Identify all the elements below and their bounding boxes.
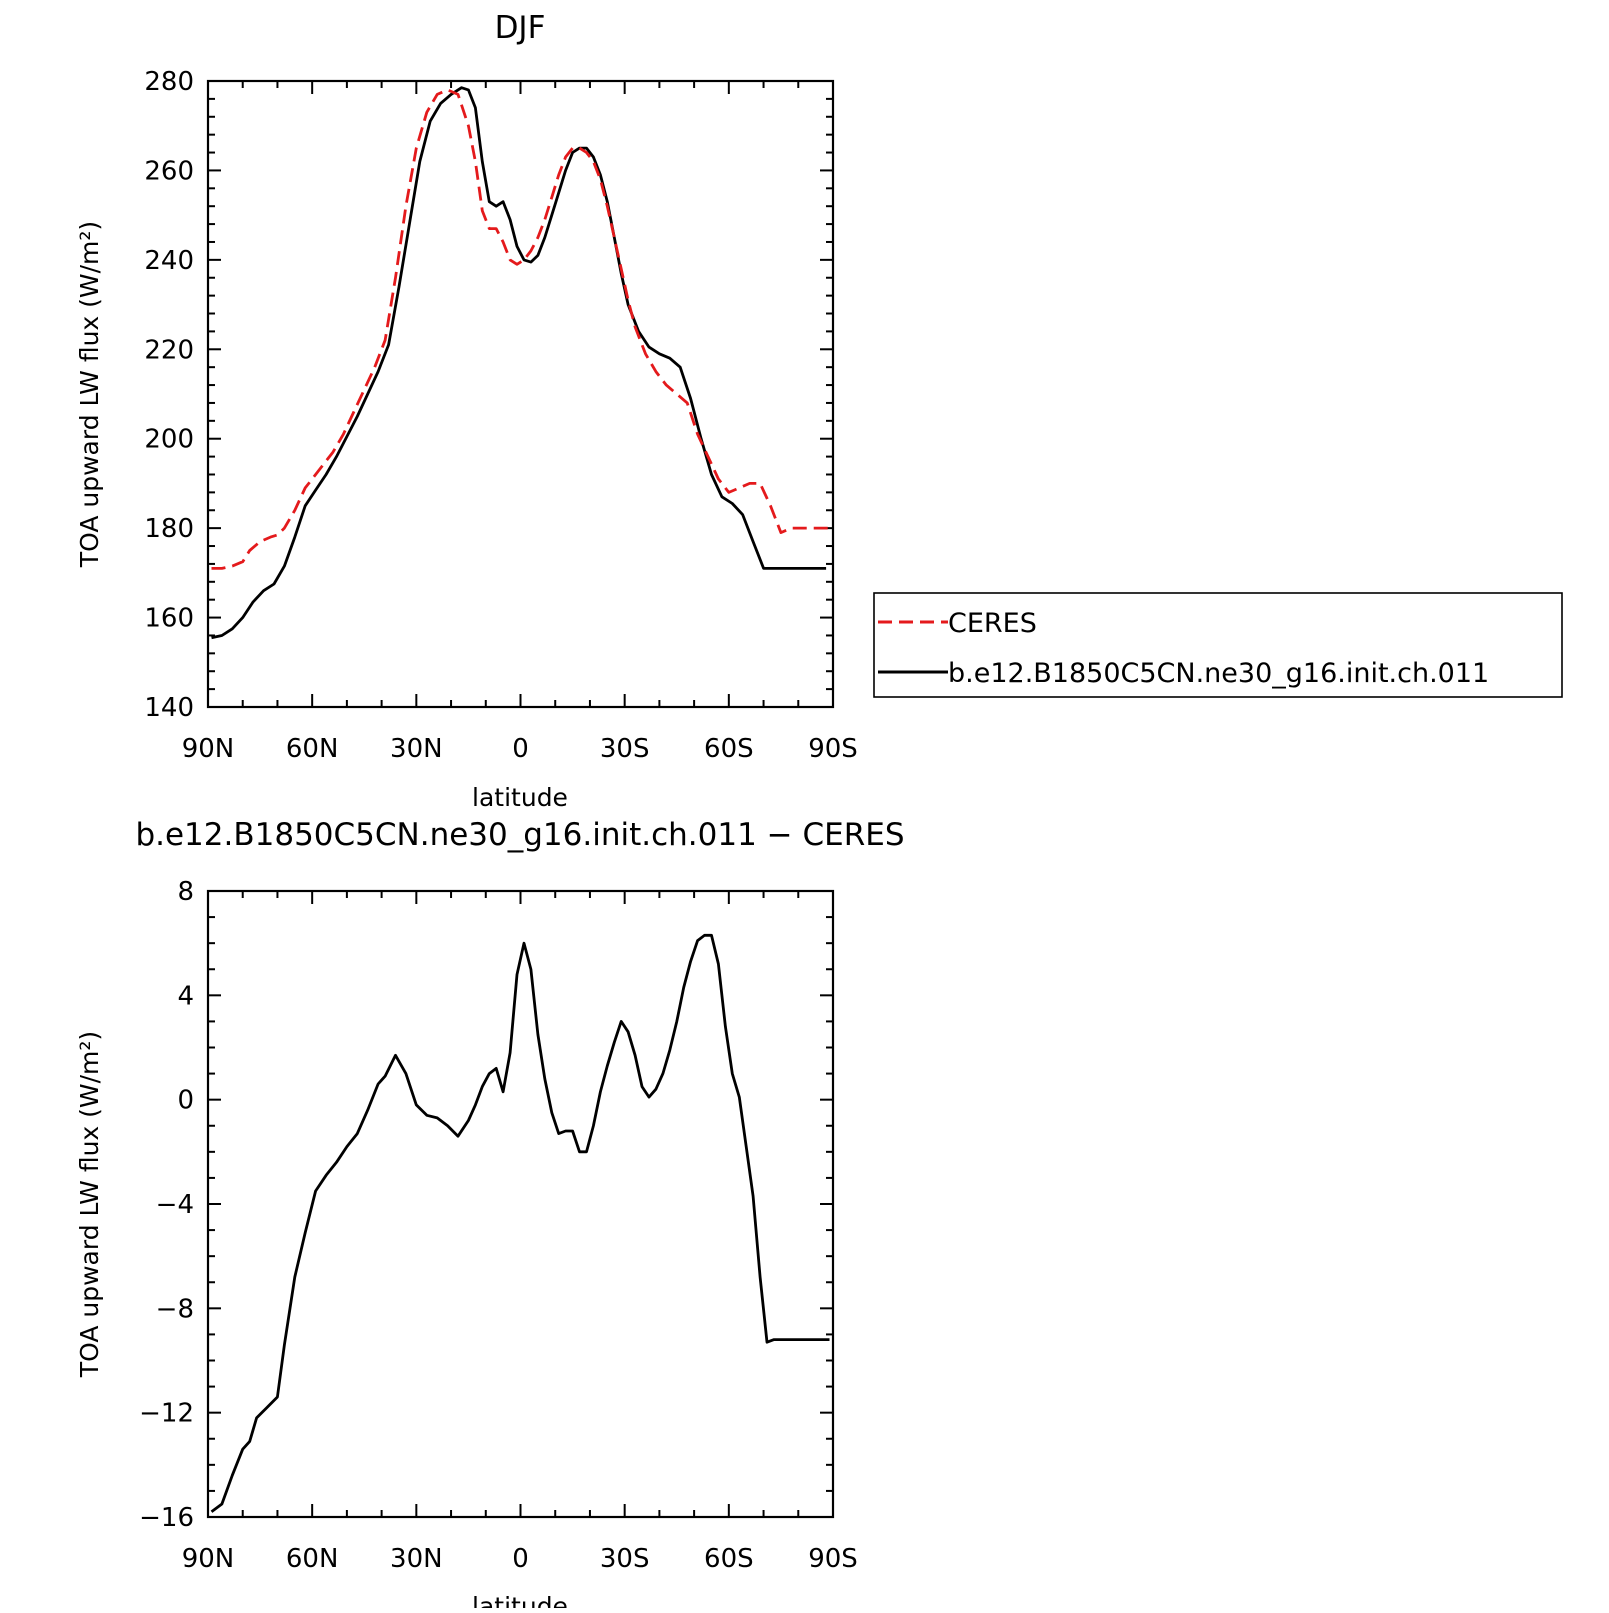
y-tick-label: −8 [156,1294,194,1324]
legend-label-ceres: CERES [948,608,1037,639]
x-tick-label: 0 [512,1544,529,1574]
y-tick-label: 220 [144,335,194,365]
panel-difference: b.e12.B1850C5CN.ne30_g16.init.ch.011 − C… [75,817,905,1613]
y-tick-label: 200 [144,425,194,455]
panel1-ticks [207,80,834,708]
y-tick-label: 160 [144,604,194,634]
x-tick-label: 0 [512,734,529,764]
y-tick-label: 0 [177,1086,194,1116]
y-tick-label: −4 [156,1190,194,1220]
x-tick-label: 90S [808,1544,858,1574]
panel1-series [211,86,830,640]
x-tick-label: 90N [182,1544,235,1574]
legend-label-model: b.e12.B1850C5CN.ne30_g16.init.ch.011 [948,658,1489,689]
y-tick-label: −16 [139,1503,194,1533]
legend: CERES b.e12.B1850C5CN.ne30_g16.init.ch.0… [873,592,1563,698]
panel2-ylabel: TOA upward LW flux (W/m²) [75,1031,104,1378]
panel1-frame [206,79,835,709]
y-tick-label: 260 [144,156,194,186]
panel1-title: DJF [495,10,546,46]
y-tick-label: 280 [144,67,194,97]
x-tick-label: 30S [600,734,650,764]
y-tick-label: −12 [139,1399,194,1429]
x-tick-label: 60S [704,1544,754,1574]
x-tick-label: 90S [808,734,858,764]
series-line-ceres [211,88,830,570]
panel2-title: b.e12.B1850C5CN.ne30_g16.init.ch.011 − C… [135,817,904,853]
panel2-ticks [207,890,834,1518]
panel1-ylabel: TOA upward LW flux (W/m²) [75,221,104,568]
x-tick-label: 30S [600,1544,650,1574]
series-line-b-e12-b1850c5cn-ne30-g16-init-ch-011 [211,86,827,640]
x-tick-label: 60S [704,734,754,764]
x-tick-label: 60N [286,734,339,764]
y-tick-label: 140 [144,693,194,723]
x-tick-label: 30N [390,1544,443,1574]
panel2-xlabel: latitude [472,1592,568,1608]
y-tick-label: 4 [177,981,194,1011]
y-tick-label: 240 [144,246,194,276]
panel2-series [210,933,830,1513]
panel1-tick-labels: 90N 60N 30N 0 30S 60S 90S 140 160 180 200 220 240 260… [144,67,857,764]
panel1-xlabel: latitude [472,783,568,812]
x-tick-label: 60N [286,1544,339,1574]
x-tick-label: 30N [390,734,443,764]
y-tick-label: 180 [144,514,194,544]
x-tick-label: 90N [182,734,235,764]
panel-climatology: DJF 90N 60N 30N 0 30S 60S 90S 140 160 180 200 220 24… [75,10,858,812]
panel2-frame [206,889,835,1519]
panel2-tick-labels: 90N 60N 30N 0 30S 60S 90S −16 −12 −8 −4 0 4 8 [139,877,858,1574]
legend-box [873,592,1563,698]
series-line-diff-0 [210,933,830,1513]
y-tick-label: 8 [177,877,194,907]
